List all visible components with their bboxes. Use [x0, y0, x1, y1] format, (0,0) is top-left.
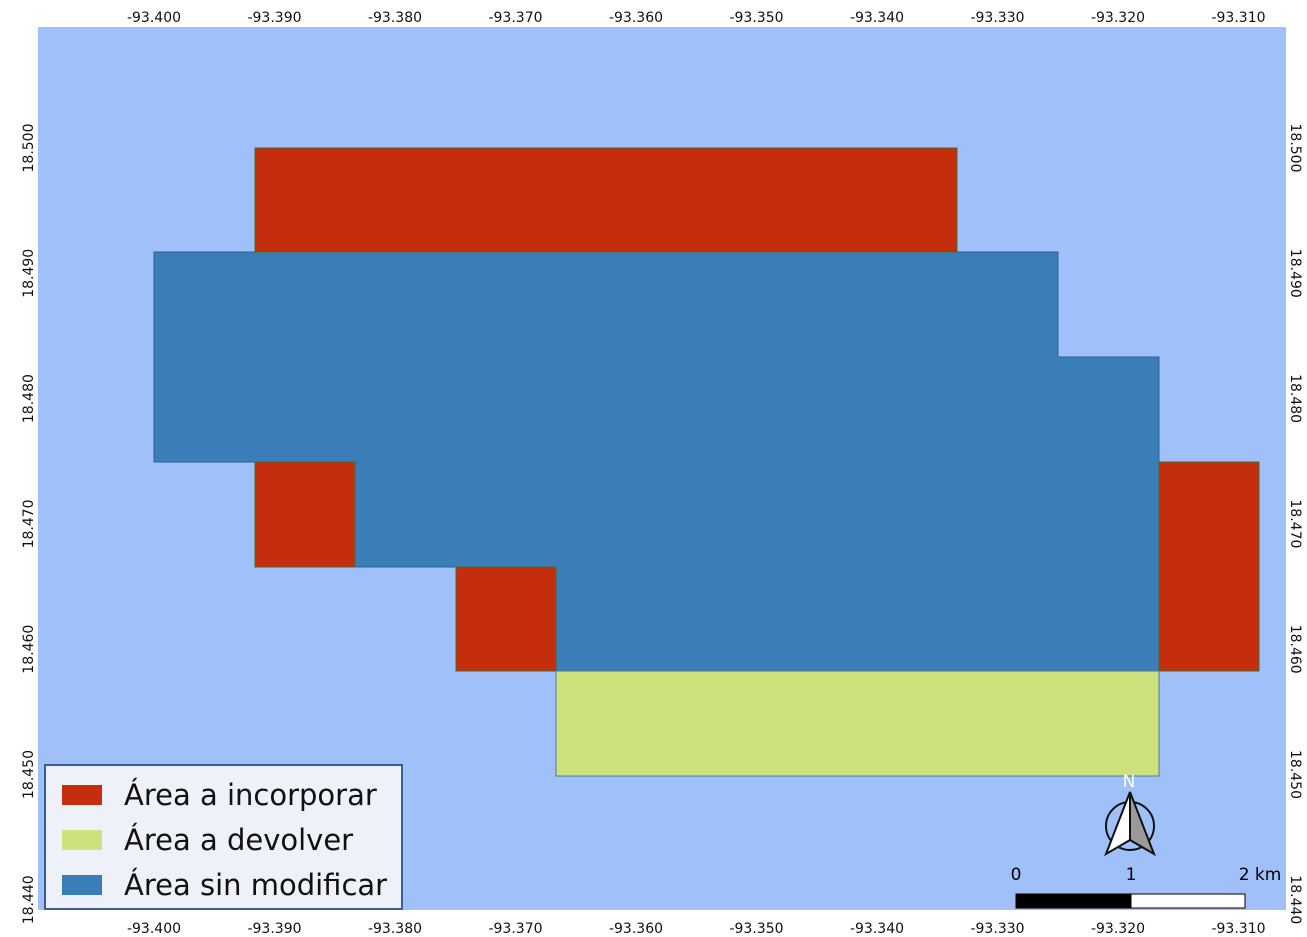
area-devolver-polygon: [555, 670, 1160, 777]
longitude-tick-top: -93.360: [609, 10, 663, 26]
latitude-tick-left: 18.460: [21, 625, 37, 674]
north-arrow: N: [1104, 772, 1156, 857]
latitude-tick-left: 18.440: [21, 875, 37, 924]
latitude-tick-right: 18.500: [1287, 124, 1303, 173]
longitude-tick-top: -93.400: [127, 10, 181, 26]
longitude-tick-bottom: -93.310: [1211, 921, 1265, 937]
latitude-ticks-right: 18.500 18.490 18.480 18.470 18.460 18.450 18.4…: [1287, 124, 1303, 925]
latitude-tick-right: 18.450: [1287, 750, 1303, 799]
scale-label-1: 1: [1126, 865, 1137, 885]
latitude-tick-right: 18.460: [1287, 625, 1303, 674]
legend-item-devolver: Área a devolver: [62, 818, 353, 862]
legend-swatch-incorporar: [62, 785, 102, 805]
legend-label-incorporar: Área a incorporar: [124, 778, 377, 812]
scale-label-0: 0: [1011, 865, 1022, 885]
latitude-tick-right: 18.490: [1287, 249, 1303, 298]
longitude-ticks-bottom: -93.400 -93.390 -93.380 -93.370 -93.360 -93.3…: [127, 921, 1266, 937]
latitude-tick-left: 18.450: [21, 750, 37, 799]
legend-label-devolver: Área a devolver: [124, 823, 354, 857]
latitude-tick-right: 18.480: [1287, 374, 1303, 423]
scale-bar-segment-light: [1130, 893, 1246, 909]
area-incorporar-west: [254, 461, 356, 568]
longitude-tick-bottom: -93.350: [729, 921, 783, 937]
latitude-tick-left: 18.480: [21, 374, 37, 423]
latitude-ticks-left: 18.500 18.490 18.480 18.470 18.460 18.450 18.4…: [21, 124, 37, 925]
north-label: N: [1123, 772, 1136, 792]
longitude-tick-top: -93.340: [850, 10, 904, 26]
scale-label-2km: 2 km: [1239, 865, 1282, 885]
longitude-tick-bottom: -93.370: [488, 921, 542, 937]
longitude-tick-bottom: -93.320: [1091, 921, 1145, 937]
longitude-tick-top: -93.320: [1091, 10, 1145, 26]
scale-bar: 0 1 2 km: [1011, 865, 1282, 909]
latitude-tick-left: 18.490: [21, 249, 37, 298]
legend-item-sin-modificar: Área sin modificar: [62, 863, 387, 907]
longitude-tick-bottom: -93.380: [368, 921, 422, 937]
area-incorporar-east: [1158, 461, 1260, 672]
scale-bar-segment-dark: [1015, 893, 1132, 909]
longitude-tick-top: -93.350: [729, 10, 783, 26]
longitude-tick-bottom: -93.390: [247, 921, 301, 937]
legend-swatch-sin-modificar: [62, 875, 102, 895]
longitude-tick-top: -93.380: [368, 10, 422, 26]
longitude-tick-top: -93.330: [970, 10, 1024, 26]
longitude-ticks-top: -93.400 -93.390 -93.380 -93.370 -93.360 -93.3…: [127, 10, 1266, 26]
longitude-tick-bottom: -93.340: [850, 921, 904, 937]
legend-swatch-devolver: [62, 830, 102, 850]
legend-label-sin-modificar: Área sin modificar: [124, 868, 388, 902]
area-incorporar-southwest: [455, 566, 557, 672]
latitude-tick-left: 18.470: [21, 499, 37, 548]
area-incorporar-north: [254, 147, 958, 253]
region-polygons: [153, 147, 1260, 777]
longitude-tick-top: -93.370: [488, 10, 542, 26]
north-arrow-right-half-icon: [1129, 791, 1156, 857]
longitude-tick-top: -93.310: [1211, 10, 1265, 26]
latitude-tick-right: 18.470: [1287, 499, 1303, 548]
legend-item-incorporar: Área a incorporar: [62, 773, 377, 817]
longitude-tick-bottom: -93.330: [970, 921, 1024, 937]
latitude-tick-right: 18.440: [1287, 875, 1303, 924]
longitude-tick-top: -93.390: [247, 10, 301, 26]
longitude-tick-bottom: -93.400: [127, 921, 181, 937]
longitude-tick-bottom: -93.360: [609, 921, 663, 937]
legend: Área a incorporar Área a devolver Área s…: [44, 764, 403, 910]
latitude-tick-left: 18.500: [21, 124, 37, 173]
